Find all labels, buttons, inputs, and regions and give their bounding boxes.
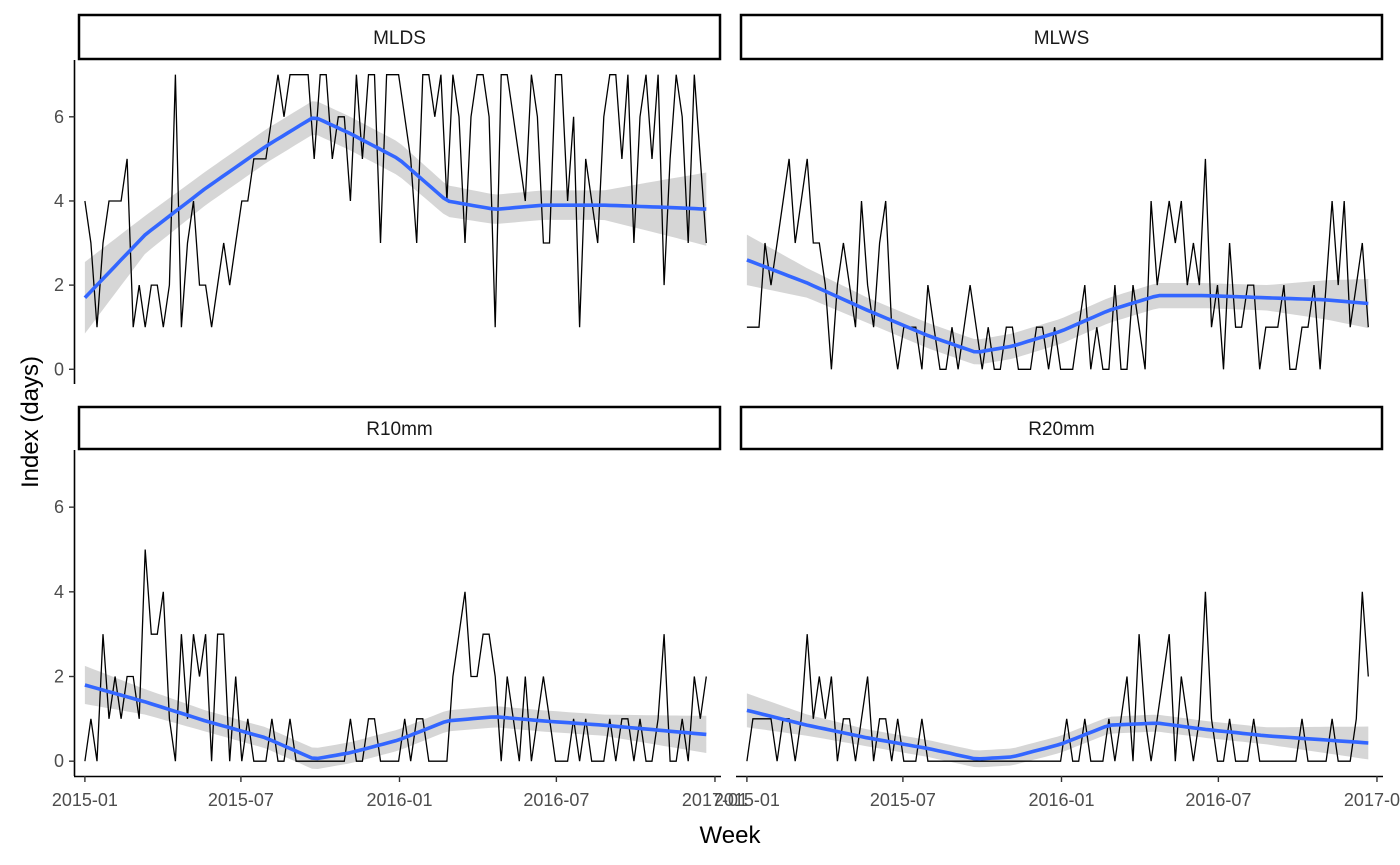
facet-r10mm: R10mm [77,405,722,769]
facet-strip-label: R20mm [1028,419,1095,440]
confidence-ribbon [746,234,1369,365]
weekly-series-line [746,158,1369,370]
smooth-trend-line [84,683,707,761]
x-tick-label: 2017-01 [1344,790,1400,810]
x-tick-label: 2015-01 [52,790,118,810]
y-tick-label: 6 [54,497,64,517]
weekly-series-line [84,74,707,328]
facet-mlws: MLWS [739,13,1384,370]
y-tick-label: 4 [54,582,64,602]
x-tick-label: 2015-07 [870,790,936,810]
x-tick-label: 2015-07 [208,790,274,810]
facet-strip [77,405,722,451]
y-tick-label: 0 [54,359,64,379]
facet-mlds: MLDS [77,13,722,334]
x-tick-label: 2017-01 [682,790,748,810]
weekly-series-line [84,549,707,762]
x-tick-label: 2016-07 [1185,790,1251,810]
facet-strip [77,13,722,61]
facet-strip-label: MLWS [1034,28,1090,49]
facet-strip-label: R10mm [366,419,433,440]
facet-strip [739,13,1384,61]
facet-strip-label: MLDS [373,28,426,49]
y-tick-label: 0 [54,751,64,771]
smooth-trend-line [746,258,1369,354]
confidence-ribbon [84,101,707,334]
axes: 0 2 4 6 2015-01 2015-07 2016-01 2016-07 2017-01 0… [52,60,1400,810]
y-tick-label: 4 [54,191,64,211]
y-tick-label: 2 [54,667,64,687]
smooth-trend-line [83,116,707,299]
facet-r20mm: R20mm [739,405,1384,768]
smooth-trend-line [746,708,1369,761]
x-tick-label: 2016-01 [366,790,432,810]
weekly-series-line [746,591,1369,762]
facet-strip [739,405,1384,451]
x-tick-label: 2016-01 [1028,790,1094,810]
x-tick-label: 2015-01 [714,790,780,810]
y-tick-label: 6 [54,107,64,127]
y-tick-label: 2 [54,275,64,295]
x-axis-title: Week [700,822,762,849]
x-tick-label: 2016-07 [523,790,589,810]
y-axis-title: Index (days) [17,356,44,488]
facet-panels: MLDS MLWS R10mm R20mm [77,13,1384,769]
